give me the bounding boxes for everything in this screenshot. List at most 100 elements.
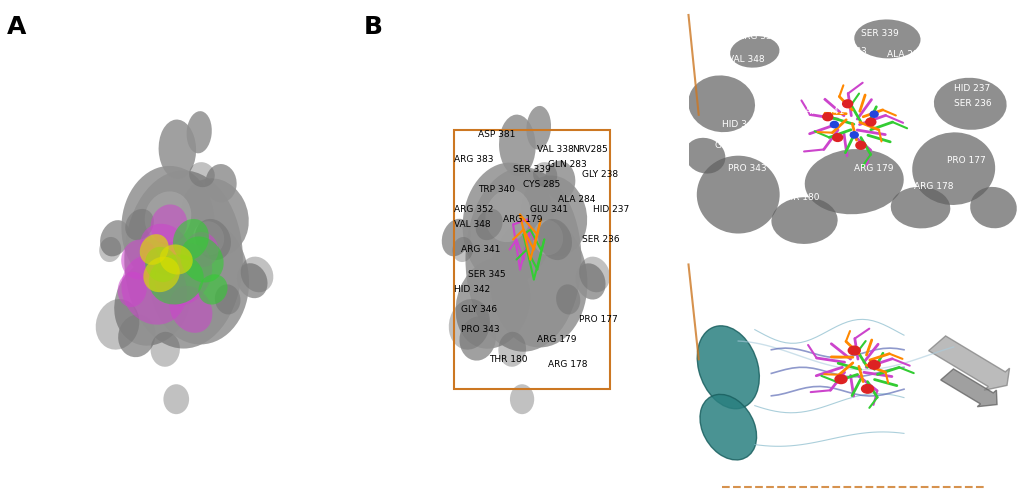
- Text: GLY 238: GLY 238: [582, 170, 618, 179]
- Text: GLY 287: GLY 287: [960, 13, 996, 22]
- Ellipse shape: [521, 176, 587, 255]
- Text: A: A: [7, 15, 26, 39]
- FancyArrow shape: [940, 369, 996, 407]
- Text: ALA 284: ALA 284: [887, 50, 924, 59]
- Circle shape: [867, 361, 879, 369]
- Text: CYS 285: CYS 285: [947, 37, 983, 46]
- Ellipse shape: [538, 219, 572, 260]
- Text: TRP 340: TRP 340: [478, 185, 515, 194]
- Text: TRP 340: TRP 340: [760, 68, 798, 77]
- Text: SER 236: SER 236: [953, 99, 990, 108]
- Text: VAL 338: VAL 338: [537, 145, 574, 154]
- Text: ARG 179: ARG 179: [502, 215, 542, 224]
- Ellipse shape: [193, 221, 224, 255]
- Text: PRO 343: PRO 343: [461, 325, 499, 334]
- Ellipse shape: [498, 332, 526, 367]
- Text: GLU 341: GLU 341: [530, 205, 568, 214]
- Ellipse shape: [708, 167, 750, 206]
- Ellipse shape: [180, 237, 223, 282]
- Ellipse shape: [697, 326, 758, 409]
- Ellipse shape: [118, 314, 155, 357]
- Circle shape: [850, 132, 857, 138]
- Ellipse shape: [781, 204, 813, 228]
- Text: GLN 283: GLN 283: [827, 47, 865, 56]
- Ellipse shape: [533, 162, 556, 187]
- Ellipse shape: [99, 237, 121, 262]
- Ellipse shape: [185, 232, 218, 267]
- Ellipse shape: [690, 143, 710, 161]
- Text: ARG 179: ARG 179: [537, 335, 577, 344]
- Ellipse shape: [575, 263, 605, 299]
- Text: GLY 346: GLY 346: [714, 141, 750, 150]
- Text: ARG 352: ARG 352: [453, 205, 493, 214]
- Ellipse shape: [532, 220, 562, 255]
- Ellipse shape: [818, 159, 868, 192]
- Ellipse shape: [151, 332, 179, 367]
- Ellipse shape: [173, 219, 209, 260]
- Ellipse shape: [911, 132, 995, 205]
- Circle shape: [861, 385, 872, 393]
- Ellipse shape: [144, 256, 179, 292]
- Ellipse shape: [117, 272, 147, 307]
- Ellipse shape: [933, 78, 1006, 130]
- Text: HID 237: HID 237: [592, 205, 629, 214]
- Ellipse shape: [969, 187, 1016, 228]
- Ellipse shape: [976, 193, 1000, 214]
- Circle shape: [855, 141, 865, 149]
- Circle shape: [865, 118, 875, 126]
- Ellipse shape: [186, 111, 212, 153]
- Ellipse shape: [145, 192, 192, 243]
- Ellipse shape: [485, 189, 531, 242]
- Ellipse shape: [737, 41, 761, 57]
- Text: ARG 341: ARG 341: [461, 245, 500, 254]
- Circle shape: [848, 346, 859, 355]
- Ellipse shape: [699, 394, 756, 460]
- Text: ARG 383: ARG 383: [804, 13, 843, 22]
- Text: GLN 283: GLN 283: [547, 160, 586, 169]
- Text: HID 237: HID 237: [953, 84, 989, 93]
- Text: VAL 348: VAL 348: [453, 220, 490, 229]
- Text: ALA 284: ALA 284: [557, 195, 595, 204]
- Ellipse shape: [463, 163, 553, 286]
- Ellipse shape: [526, 106, 550, 150]
- Circle shape: [829, 121, 838, 128]
- Circle shape: [832, 134, 842, 141]
- Ellipse shape: [770, 197, 837, 244]
- Text: ARG 383: ARG 383: [453, 155, 493, 164]
- Ellipse shape: [698, 84, 731, 112]
- Ellipse shape: [195, 219, 230, 260]
- Ellipse shape: [854, 19, 919, 58]
- Ellipse shape: [140, 224, 191, 275]
- Ellipse shape: [452, 237, 473, 262]
- Ellipse shape: [121, 166, 214, 285]
- Ellipse shape: [205, 164, 236, 202]
- Ellipse shape: [169, 286, 212, 333]
- Ellipse shape: [448, 299, 489, 350]
- Ellipse shape: [155, 243, 212, 306]
- Text: THR 180: THR 180: [488, 355, 527, 364]
- Ellipse shape: [96, 299, 140, 350]
- Ellipse shape: [189, 162, 215, 187]
- Text: GLY 238: GLY 238: [960, 52, 996, 61]
- Ellipse shape: [804, 149, 903, 214]
- Text: ARG 341: ARG 341: [804, 107, 843, 116]
- Text: ASP 288: ASP 288: [960, 26, 997, 35]
- Ellipse shape: [455, 258, 530, 349]
- Ellipse shape: [140, 234, 168, 265]
- Text: B: B: [364, 15, 382, 39]
- Circle shape: [869, 111, 877, 117]
- Ellipse shape: [121, 240, 158, 279]
- Ellipse shape: [465, 167, 581, 352]
- Ellipse shape: [160, 245, 193, 274]
- Ellipse shape: [149, 254, 204, 304]
- Text: PRO 343: PRO 343: [728, 164, 766, 173]
- Ellipse shape: [730, 36, 779, 68]
- Circle shape: [822, 113, 832, 121]
- Ellipse shape: [100, 220, 129, 256]
- Text: VAL 348: VAL 348: [728, 55, 764, 64]
- Ellipse shape: [198, 274, 227, 304]
- Text: HID 342: HID 342: [721, 120, 757, 129]
- Ellipse shape: [510, 384, 534, 414]
- Ellipse shape: [240, 256, 273, 292]
- Ellipse shape: [498, 115, 535, 176]
